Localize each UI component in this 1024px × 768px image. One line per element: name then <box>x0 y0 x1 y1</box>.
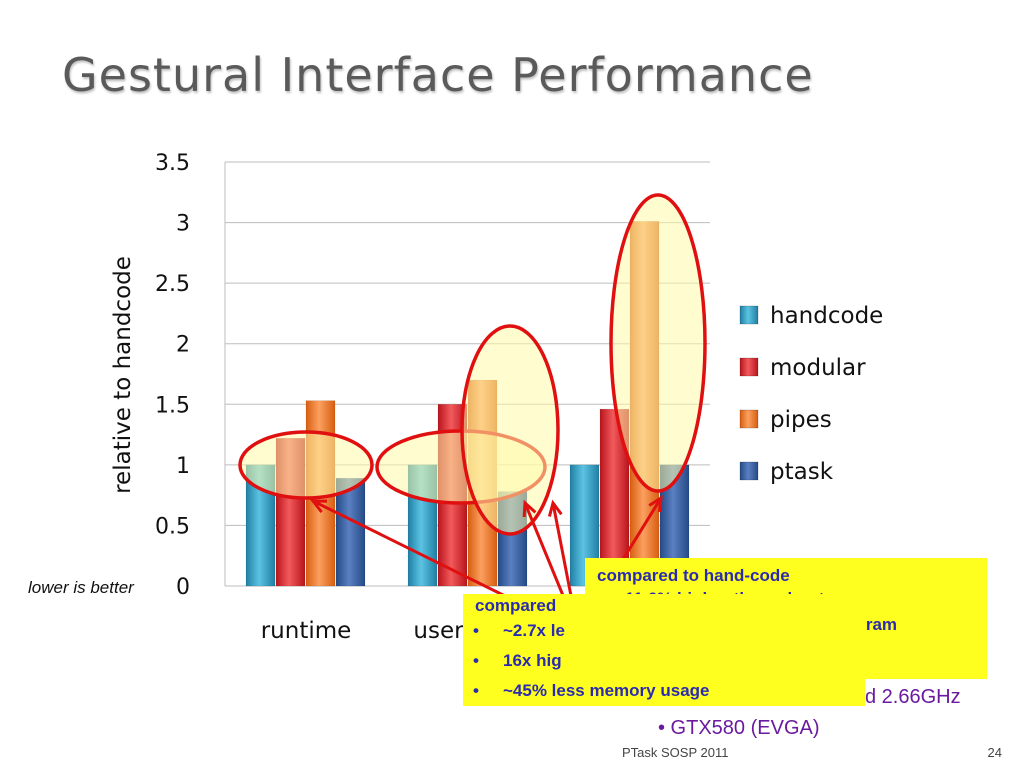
legend-swatch-ptask <box>739 461 759 481</box>
y-axis-label: relative to handcode <box>110 256 136 494</box>
lower-is-better-note: lower is better <box>28 577 134 599</box>
legend-swatch-modular <box>739 357 759 377</box>
x-category-label: runtime <box>261 618 352 644</box>
slide-title: Gestural Interface Performance <box>62 48 814 102</box>
y-tick-label: 3 <box>176 212 190 237</box>
y-tick-label: 3.5 <box>155 151 190 176</box>
arrow-head <box>547 499 563 517</box>
highlight-ellipse <box>460 324 560 536</box>
spec-gpu: • GTX580 (EVGA) <box>658 717 820 739</box>
y-tick-label: 0 <box>176 575 190 600</box>
legend-label-pipes: pipes <box>770 407 832 433</box>
legend-label-modular: modular <box>770 355 866 381</box>
y-tick-label: 2.5 <box>155 272 190 297</box>
footer-text: PTask SOSP 2011 <box>622 745 729 760</box>
callout-resources: compared ~2.7x le 16x hig ~45% less memo… <box>463 594 865 706</box>
y-tick-label: 1.5 <box>155 393 190 418</box>
callout-resources-item: 16x hig <box>463 646 865 676</box>
highlight-ellipse <box>238 430 374 500</box>
bar-ptask-0 <box>335 477 366 587</box>
legend-label-ptask: ptask <box>770 459 834 485</box>
arrow-head <box>648 495 663 513</box>
arrow-head <box>522 499 537 518</box>
highlight-ellipse <box>609 193 707 493</box>
legend-swatch-handcode <box>739 305 759 325</box>
spec-cpu: d 2.66GHz <box>865 686 961 708</box>
callout-resources-item: ~2.7x le <box>463 616 865 646</box>
y-tick-label: 1 <box>176 454 190 479</box>
arrow-head <box>309 499 328 513</box>
legend-label-handcode: handcode <box>770 303 883 329</box>
callout-resources-item: ~45% less memory usage <box>463 676 865 706</box>
callout-resources-heading: compared <box>475 596 557 615</box>
page-number: 24 <box>987 745 1002 760</box>
y-tick-label: 2 <box>176 333 190 358</box>
legend-swatch-pipes <box>739 409 759 429</box>
y-tick-label: 0.5 <box>155 514 190 539</box>
side-note-text: lower is better <box>28 578 134 597</box>
callout-throughput-heading: compared to hand-code <box>597 566 790 585</box>
